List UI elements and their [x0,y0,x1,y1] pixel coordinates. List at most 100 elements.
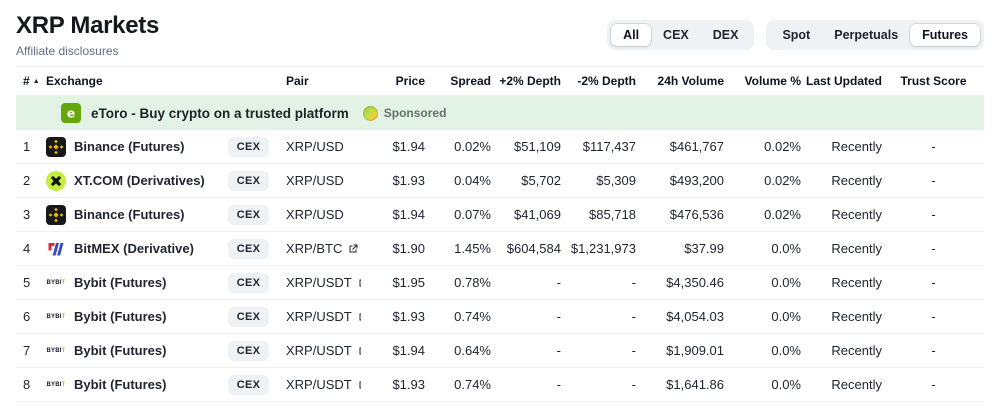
pair-label[interactable]: XRP/USDT [286,343,352,358]
pair-label[interactable]: XRP/USD [286,139,344,154]
sort-ascending-icon: ▲ [32,78,40,85]
spread-cell: 0.78% [454,275,491,290]
external-link-icon[interactable] [357,311,361,323]
pair-label[interactable]: XRP/BTC [286,241,343,256]
pair-cell[interactable]: XRP/USDT [271,309,361,324]
exchange-type-badge: CEX [227,170,270,191]
pair-label[interactable]: XRP/USDT [286,377,352,392]
column-header-volume[interactable]: Volume % [744,74,801,88]
exchange-type-badge: CEX [227,272,270,293]
spread-cell: 1.45% [454,241,491,256]
external-link-icon[interactable] [347,243,359,255]
last-updated-cell: Recently [831,309,882,324]
volume-24h-cell: $461,767 [669,139,724,154]
exchange-cell[interactable]: BitMEX (Derivative) [46,239,226,259]
table-row[interactable]: 7 BYBIT Bybit (Futures) CEX XRP/USDT $1.… [16,334,984,368]
exchange-name[interactable]: Bybit (Futures) [74,343,167,358]
pair-label[interactable]: XRP/USD [286,173,344,188]
volume-pct-cell: 0.0% [771,377,801,392]
filter-option-all[interactable]: All [611,24,652,46]
pair-cell[interactable]: XRP/USDT [271,377,361,392]
last-updated-cell: Recently [831,275,882,290]
pair-label[interactable]: XRP/USDT [286,309,352,324]
exchange-type-badge: CEX [227,204,270,225]
rank-cell: 1 [23,139,31,154]
pair-cell[interactable]: XRP/USD [271,139,361,154]
exchange-name[interactable]: XT.COM (Derivatives) [74,173,205,188]
sponsored-text[interactable]: eToro - Buy crypto on a trusted platform [91,105,349,121]
column-header-[interactable]: # ▲ [23,74,40,88]
column-header-exchange[interactable]: Exchange [46,74,103,88]
depth-plus-cell: $604,584 [506,241,561,256]
exchange-cell[interactable]: Binance (Futures) [46,136,226,157]
category-filter: Spot Perpetuals Futures [766,20,984,50]
column-header-trust-score[interactable]: Trust Score [900,74,967,88]
external-link-icon[interactable] [357,277,361,289]
volume-24h-cell: $493,200 [669,173,724,188]
spread-cell: 0.02% [454,139,491,154]
spread-cell: 0.64% [454,343,491,358]
pair-label[interactable]: XRP/USD [286,207,344,222]
type-cell: CEX [226,238,271,259]
exchange-name[interactable]: Binance (Futures) [74,139,185,154]
table-row[interactable]: 2 XT.COM (Derivatives) CEX XRP/USD $1.93… [16,164,984,198]
sponsored-banner[interactable]: e eToro - Buy crypto on a trusted platfo… [16,96,984,130]
column-header-2-depth[interactable]: +2% Depth [499,74,561,88]
affiliate-disclosures-link[interactable]: Affiliate disclosures [16,44,119,58]
depth-plus-cell: - [556,309,561,324]
price-cell: $1.95 [392,275,425,290]
price-cell: $1.93 [392,173,425,188]
column-header-last-updated[interactable]: Last Updated [805,74,882,88]
exchange-cell[interactable]: BYBIT Bybit (Futures) [46,341,226,361]
exchange-cell[interactable]: BYBIT Bybit (Futures) [46,273,226,293]
pair-cell[interactable]: XRP/USD [271,207,361,222]
filter-option-spot[interactable]: Spot [770,24,822,46]
spread-cell: 0.74% [454,377,491,392]
pair-cell[interactable]: XRP/USD [271,173,361,188]
pair-label[interactable]: XRP/USDT [286,275,352,290]
pair-cell[interactable]: XRP/BTC [271,241,361,256]
exchange-cell[interactable]: BYBIT Bybit (Futures) [46,375,226,395]
column-header-spread[interactable]: Spread [450,74,491,88]
trust-score-cell: - [931,139,936,154]
external-link-icon[interactable] [357,379,361,391]
exchange-cell[interactable]: BYBIT Bybit (Futures) [46,307,226,327]
filter-option-cex[interactable]: CEX [651,24,701,46]
exchange-name[interactable]: BitMEX (Derivative) [74,241,194,256]
table-row[interactable]: 3 Binance (Futures) CEX XRP/USD $1.94 0.… [16,198,984,232]
filter-option-futures[interactable]: Futures [910,24,980,46]
bybit-logo: BYBIT [46,381,66,388]
column-header-2-depth[interactable]: -2% Depth [577,74,636,88]
pair-cell[interactable]: XRP/USDT [271,343,361,358]
column-header-price[interactable]: Price [395,74,425,88]
exchange-name[interactable]: Binance (Futures) [74,207,185,222]
exchange-name[interactable]: Bybit (Futures) [74,275,167,290]
price-cell: $1.94 [392,139,425,154]
filter-option-dex[interactable]: DEX [701,24,751,46]
filter-groups: All CEX DEX Spot Perpetuals Futures [607,20,984,50]
filter-option-perpetuals[interactable]: Perpetuals [822,24,910,46]
exchange-name[interactable]: Bybit (Futures) [74,377,167,392]
volume-24h-cell: $4,054.03 [666,309,724,324]
table-row[interactable]: 5 BYBIT Bybit (Futures) CEX XRP/USDT $1.… [16,266,984,300]
table-row[interactable]: 1 Binance (Futures) CEX XRP/USD $1.94 0.… [16,130,984,164]
volume-24h-cell: $1,641.86 [666,377,724,392]
exchange-type-badge: CEX [227,238,270,259]
table-body: 1 Binance (Futures) CEX XRP/USD $1.94 0.… [16,130,984,402]
column-header-pair[interactable]: Pair [286,74,309,88]
pair-cell[interactable]: XRP/USDT [271,275,361,290]
etoro-logo: e [61,103,81,123]
rank-cell: 6 [23,309,31,324]
column-header-24h-volume[interactable]: 24h Volume [657,74,724,88]
depth-plus-cell: $51,109 [514,139,561,154]
spread-cell: 0.04% [454,173,491,188]
table-row[interactable]: 8 BYBIT Bybit (Futures) CEX XRP/USDT $1.… [16,368,984,402]
exchange-name[interactable]: Bybit (Futures) [74,309,167,324]
table-row[interactable]: 6 BYBIT Bybit (Futures) CEX XRP/USDT $1.… [16,300,984,334]
external-link-icon[interactable] [357,345,361,357]
table-row[interactable]: 4 BitMEX (Derivative) CEX XRP/BTC $1.90 … [16,232,984,266]
rank-cell: 5 [23,275,31,290]
exchange-cell[interactable]: Binance (Futures) [46,204,226,225]
exchange-cell[interactable]: XT.COM (Derivatives) [46,170,226,191]
depth-plus-cell: - [556,343,561,358]
